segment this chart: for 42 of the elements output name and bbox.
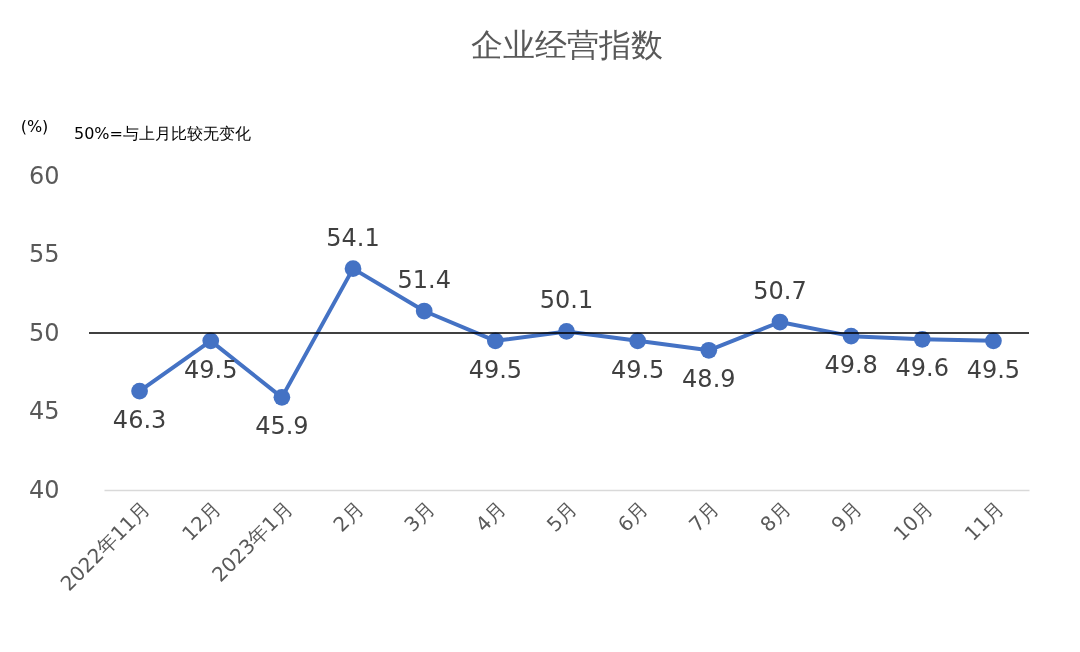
point bbox=[985, 332, 1002, 350]
point bbox=[415, 302, 433, 320]
x-tick-label: 5月 bbox=[541, 496, 582, 537]
data-label: 49.5 bbox=[184, 355, 238, 384]
data-label: 49.5 bbox=[610, 355, 665, 384]
data-label: 50.1 bbox=[539, 286, 594, 315]
x-tick-label: 3月 bbox=[399, 496, 440, 537]
point bbox=[486, 332, 504, 350]
y-tick-label: 55 bbox=[28, 240, 60, 268]
y-axis-title: (%) bbox=[20, 116, 49, 136]
x-tick-label: 6月 bbox=[612, 496, 653, 537]
x-tick-label: 10月 bbox=[888, 496, 938, 546]
chart-title: 企业经营指数 bbox=[470, 26, 663, 64]
point bbox=[344, 260, 362, 277]
x-tick-label: 4月 bbox=[470, 496, 511, 537]
x-tick-label: 12月 bbox=[176, 496, 227, 546]
point bbox=[771, 313, 789, 331]
point bbox=[131, 382, 148, 400]
point bbox=[629, 332, 647, 350]
point bbox=[273, 389, 291, 406]
point bbox=[700, 341, 718, 359]
text: 50%=与上月比较无变化 bbox=[74, 124, 251, 143]
data-label: 45.9 bbox=[255, 412, 309, 441]
x-tick-label: 8月 bbox=[755, 496, 796, 537]
data-label: 49.5 bbox=[468, 355, 523, 384]
data-label: 49.8 bbox=[824, 351, 878, 380]
y-tick-label: 40 bbox=[28, 475, 60, 504]
x-tick-label: 11月 bbox=[959, 496, 1009, 546]
point bbox=[202, 332, 220, 350]
y-tick-label: 45 bbox=[28, 397, 60, 425]
data-label: 51.4 bbox=[397, 266, 451, 295]
y-tick-label: 50 bbox=[28, 318, 60, 347]
y-tick-label: 60 bbox=[28, 161, 60, 190]
data-label: 49.6 bbox=[895, 354, 949, 383]
x-tick-label: 9月 bbox=[826, 496, 867, 537]
x-tick-label: 2月 bbox=[328, 496, 369, 537]
x-tick-label: 7月 bbox=[684, 496, 725, 537]
data-label: 49.5 bbox=[966, 355, 1021, 384]
data-label: 48.9 bbox=[682, 365, 736, 394]
data-label: 46.3 bbox=[112, 406, 167, 435]
data-label: 54.1 bbox=[326, 223, 380, 252]
data-label: 50.7 bbox=[753, 277, 807, 306]
